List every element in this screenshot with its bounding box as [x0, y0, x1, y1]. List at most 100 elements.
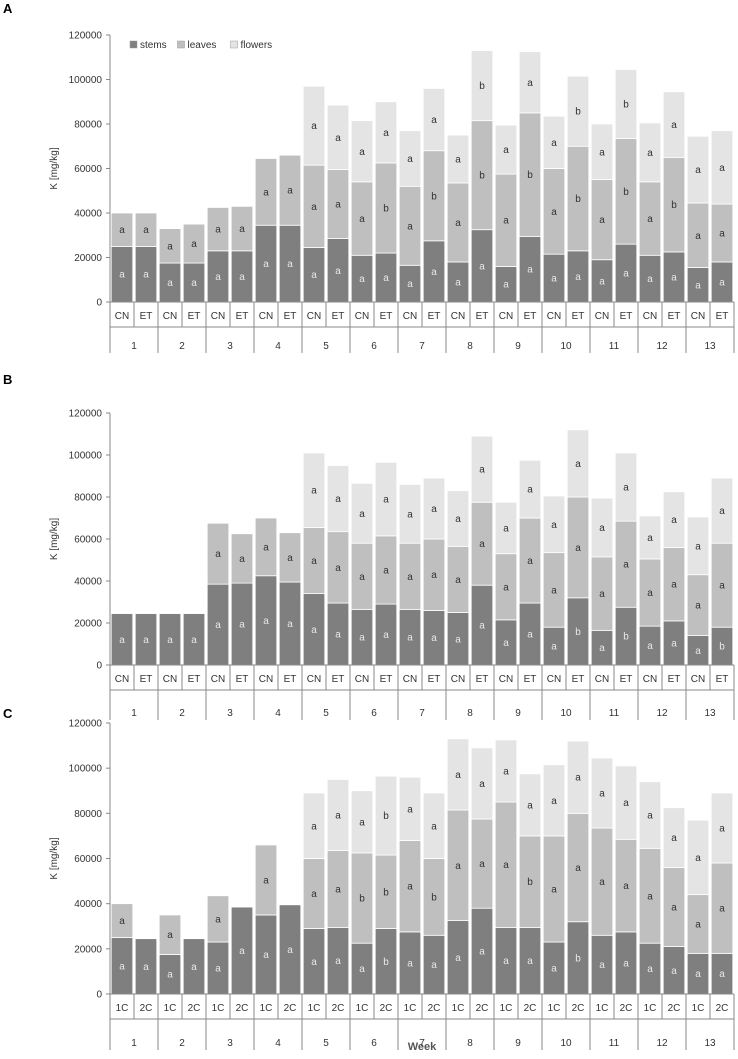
- treatment-tick-label: ET: [572, 674, 585, 685]
- week-tick-label: 13: [704, 708, 716, 719]
- bar-significance-label: a: [119, 225, 125, 236]
- bar-flowers: [542, 495, 566, 554]
- bar-significance-label: a: [311, 957, 317, 968]
- bar-significance-label: a: [359, 214, 365, 225]
- bar-flowers: [710, 477, 734, 544]
- bar-significance-label: a: [335, 811, 341, 822]
- bar-significance-label: a: [671, 272, 677, 283]
- bar-significance-label: a: [599, 589, 605, 600]
- bar-significance-label: a: [695, 969, 701, 980]
- week-tick-label: 4: [275, 341, 281, 352]
- bar-significance-label: a: [671, 966, 677, 977]
- bar-significance-label: a: [719, 581, 725, 592]
- bar-significance-label: b: [527, 877, 533, 888]
- bar-flowers: [350, 790, 374, 854]
- treatment-tick-label: ET: [236, 674, 249, 685]
- treatment-tick-label: 1C: [308, 1003, 321, 1014]
- bar-significance-label: a: [431, 960, 437, 971]
- y-tick-label: 0: [96, 661, 102, 672]
- treatment-tick-label: 1C: [548, 1003, 561, 1014]
- bar-significance-label: a: [599, 215, 605, 226]
- treatment-tick-label: CN: [451, 311, 465, 322]
- week-tick-label: 2: [179, 341, 185, 352]
- bar-significance-label: a: [647, 274, 653, 285]
- bar-significance-label: a: [479, 261, 485, 272]
- bar-significance-label: a: [311, 121, 317, 132]
- bar-leaves: [158, 228, 182, 264]
- bar-significance-label: a: [215, 225, 221, 236]
- treatment-tick-label: ET: [236, 311, 249, 322]
- panel-label: B: [3, 372, 12, 387]
- treatment-tick-label: 1C: [596, 1003, 609, 1014]
- bar-significance-label: b: [431, 892, 437, 903]
- treatment-tick-label: 2C: [524, 1003, 537, 1014]
- bar-leaves: [278, 154, 302, 226]
- bar-significance-label: a: [551, 520, 557, 531]
- bar-flowers: [422, 792, 446, 859]
- y-tick-label: 120000: [69, 31, 103, 42]
- bar-flowers: [518, 459, 542, 519]
- bar-flowers: [398, 130, 422, 187]
- week-tick-label: 5: [323, 708, 329, 719]
- treatment-tick-label: 2C: [476, 1003, 489, 1014]
- treatment-tick-label: 1C: [260, 1003, 273, 1014]
- bar-flowers: [518, 51, 542, 114]
- treatment-tick-label: CN: [499, 674, 513, 685]
- treatment-tick-label: 1C: [356, 1003, 369, 1014]
- bar-significance-label: a: [143, 962, 149, 973]
- bar-significance-label: a: [263, 542, 269, 553]
- treatment-tick-label: ET: [716, 674, 729, 685]
- bar-significance-label: a: [359, 274, 365, 285]
- bar-significance-label: a: [599, 960, 605, 971]
- bar-significance-label: a: [335, 266, 341, 277]
- bar-significance-label: a: [359, 817, 365, 828]
- week-tick-label: 3: [227, 708, 233, 719]
- bar-significance-label: a: [335, 956, 341, 967]
- bar-significance-label: a: [479, 621, 485, 632]
- bar-significance-label: a: [239, 620, 245, 631]
- bar-leaves: [278, 532, 302, 583]
- bar-significance-label: a: [671, 515, 677, 526]
- bar-significance-label: a: [503, 145, 509, 156]
- bar-significance-label: a: [359, 633, 365, 644]
- bar-significance-label: a: [239, 946, 245, 957]
- bar-flowers: [686, 819, 710, 896]
- week-tick-label: 5: [323, 341, 329, 352]
- bar-significance-label: a: [695, 165, 701, 176]
- week-tick-label: 8: [467, 1038, 473, 1049]
- treatment-tick-label: 2C: [140, 1003, 153, 1014]
- bar-significance-label: a: [719, 506, 725, 517]
- bar-leaves: [206, 207, 230, 252]
- y-tick-label: 80000: [74, 493, 102, 504]
- bar-flowers: [350, 120, 374, 183]
- treatment-tick-label: 1C: [164, 1003, 177, 1014]
- bar-significance-label: a: [623, 269, 629, 280]
- bar-significance-label: a: [383, 128, 389, 139]
- y-tick-label: 120000: [69, 719, 103, 730]
- week-tick-label: 6: [371, 708, 377, 719]
- bar-significance-label: a: [119, 270, 125, 281]
- bar-significance-label: a: [455, 770, 461, 781]
- bar-significance-label: a: [311, 202, 317, 213]
- bar-significance-label: b: [575, 953, 581, 964]
- treatment-tick-label: CN: [595, 311, 609, 322]
- treatment-tick-label: 2C: [284, 1003, 297, 1014]
- bar-significance-label: a: [239, 272, 245, 283]
- bar-significance-label: a: [695, 646, 701, 657]
- week-tick-label: 13: [704, 341, 716, 352]
- bar-significance-label: a: [455, 514, 461, 525]
- bar-flowers: [638, 122, 662, 183]
- treatment-tick-label: ET: [428, 311, 441, 322]
- treatment-tick-label: ET: [476, 674, 489, 685]
- bar-significance-label: a: [503, 523, 509, 534]
- bar-significance-label: a: [359, 964, 365, 975]
- week-tick-label: 9: [515, 341, 521, 352]
- bar-significance-label: a: [503, 766, 509, 777]
- bar-significance-label: a: [143, 225, 149, 236]
- week-tick-label: 4: [275, 708, 281, 719]
- y-tick-label: 60000: [74, 164, 102, 175]
- bar-significance-label: a: [455, 861, 461, 872]
- bar-flowers: [326, 779, 350, 851]
- bar-significance-label: a: [527, 556, 533, 567]
- treatment-tick-label: CN: [595, 674, 609, 685]
